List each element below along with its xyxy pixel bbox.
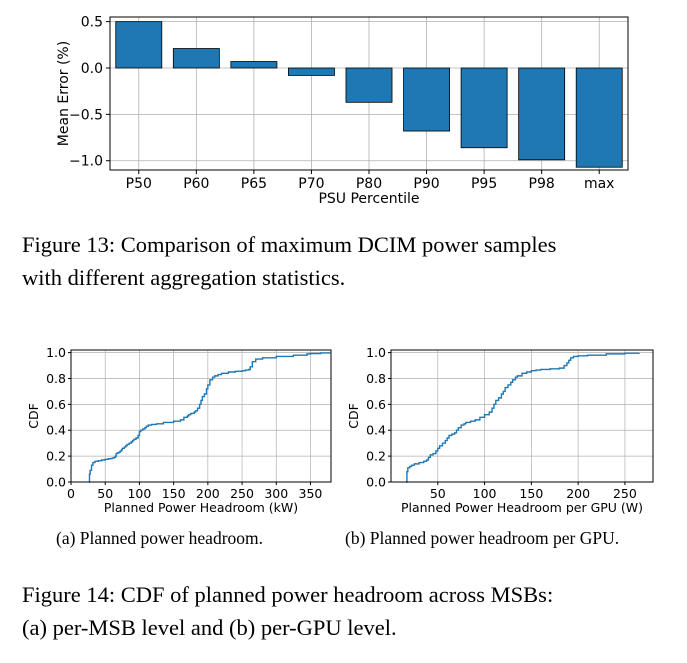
y-tick-label: −0.5 xyxy=(69,107,103,123)
x-tick-label: 50 xyxy=(430,486,446,501)
figure-14a-y-axis-label: CDF xyxy=(26,403,41,429)
bar-p50 xyxy=(115,21,163,69)
figure-13-bar-chart: 0.5 0.0 −0.5 −1.0 P50 P60 P65 P70 P80 P90 P95 P98 ma… xyxy=(56,15,629,207)
y-tick-label: 0.4 xyxy=(46,423,66,438)
y-tick-label: 0.4 xyxy=(366,423,386,438)
y-axis-label: Mean Error (%) xyxy=(56,41,72,146)
x-tick-label-p70: P70 xyxy=(298,176,324,192)
figure-14b-plot-frame xyxy=(390,349,654,483)
x-tick-label: 100 xyxy=(473,486,497,501)
figure-14-caption-line-1: Figure 14: CDF of planned power headroom… xyxy=(22,582,554,607)
x-tick-label-p95: P95 xyxy=(471,176,497,192)
y-tick-label: 0.5 xyxy=(81,15,103,31)
x-tick-label: 300 xyxy=(264,486,288,501)
y-tick-label: 0.6 xyxy=(366,397,386,412)
x-tick-label: 250 xyxy=(613,486,637,501)
x-axis-label: PSU Percentile xyxy=(318,191,419,207)
bar-p95 xyxy=(460,67,508,149)
y-tick-label: 0.2 xyxy=(46,449,66,464)
y-tick-label: 0.6 xyxy=(46,397,66,412)
bar-p90 xyxy=(403,67,450,132)
figure-14a-subcaption: (a) Planned power headroom. xyxy=(56,528,264,548)
figure-14b-cdf-line xyxy=(405,352,640,483)
x-tick-label-p80: P80 xyxy=(356,176,382,192)
x-tick-label-p90: P90 xyxy=(413,176,439,192)
figure-14-caption-line-2: (a) per-MSB level and (b) per-GPU level. xyxy=(22,615,397,640)
x-tick-label-p60: P60 xyxy=(183,176,209,192)
x-tick-label: 150 xyxy=(162,486,186,501)
bar-p70 xyxy=(288,67,335,76)
x-tick-label-max: max xyxy=(584,176,615,192)
y-tick-label: 0.8 xyxy=(46,371,66,386)
y-tick-label: 1.0 xyxy=(366,345,386,360)
x-tick-label: 150 xyxy=(519,486,543,501)
bar-p65 xyxy=(230,61,278,69)
y-tick-label: 0.0 xyxy=(81,61,103,77)
x-tick-label: 200 xyxy=(196,486,220,501)
y-tick-label: 0.0 xyxy=(366,475,386,490)
x-tick-label: 350 xyxy=(299,486,323,501)
bar-p60 xyxy=(172,48,220,69)
x-tick-label: 100 xyxy=(127,486,151,501)
x-tick-label: 50 xyxy=(97,486,113,501)
figure-13-caption-line-2: with different aggregation statistics. xyxy=(22,265,346,290)
x-tick-label: 0 xyxy=(67,486,75,501)
y-tick-label: 0.2 xyxy=(366,449,386,464)
figure-14b-subcaption: (b) Planned power headroom per GPU. xyxy=(345,528,620,548)
x-tick-label-p65: P65 xyxy=(241,176,267,192)
y-tick-label: 0.8 xyxy=(366,371,386,386)
y-tick-label: −1.0 xyxy=(69,154,103,170)
y-tick-label: 0.0 xyxy=(46,475,66,490)
figure-14a-cdf-line xyxy=(88,352,331,483)
x-tick-label-p50: P50 xyxy=(126,176,152,192)
x-tick-label-p98: P98 xyxy=(529,176,555,192)
figure-14b-y-axis-label: CDF xyxy=(346,403,361,429)
bar-p80 xyxy=(345,67,393,103)
figure-13-caption-line-1: Figure 13: Comparison of maximum DCIM po… xyxy=(22,232,557,257)
figure-14a-plot-frame xyxy=(70,349,332,483)
y-tick-label: 1.0 xyxy=(46,345,66,360)
figure-14b-x-axis-label: Planned Power Headroom per GPU (W) xyxy=(401,500,643,515)
x-tick-label: 200 xyxy=(566,486,590,501)
bar-p98 xyxy=(518,67,566,161)
bar-max xyxy=(575,67,623,168)
figure-14a-x-axis-label: Planned Power Headroom (kW) xyxy=(104,500,298,515)
x-tick-label: 250 xyxy=(230,486,254,501)
